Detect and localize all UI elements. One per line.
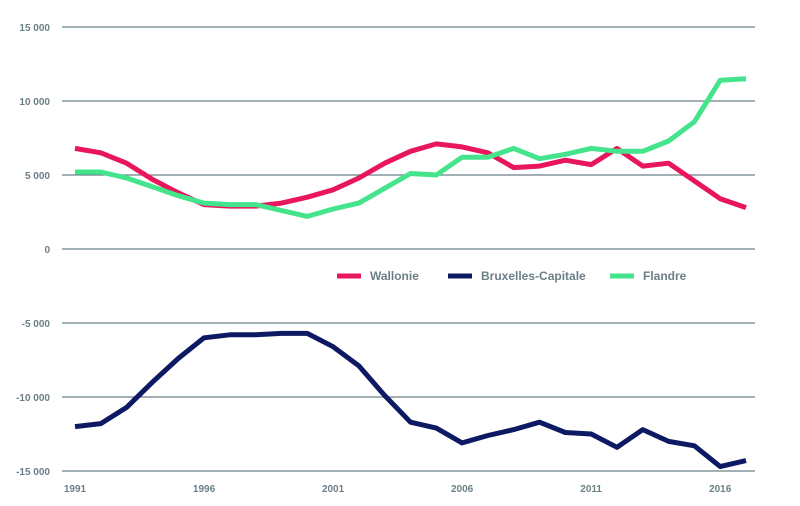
x-axis-tick-labels: 1991 1996 2001 2006 2011 2016 xyxy=(64,484,732,495)
legend-label: Wallonie xyxy=(370,269,419,283)
x-tick-label: 2006 xyxy=(451,484,474,495)
series-lines xyxy=(74,76,747,470)
x-tick-label: 1991 xyxy=(64,484,87,495)
series-line-flandre xyxy=(75,76,747,219)
legend: Wallonie Bruxelles-Capitale Flandre xyxy=(337,269,687,283)
x-tick-label: 2011 xyxy=(580,484,602,495)
legend-label: Bruxelles-Capitale xyxy=(481,269,586,283)
x-tick-label: 1996 xyxy=(193,484,216,495)
y-tick-label: 15 000 xyxy=(19,23,50,34)
x-tick-label: 2016 xyxy=(709,484,732,495)
series-line-bruxelles-capitale xyxy=(74,330,747,470)
x-tick-label: 2001 xyxy=(322,484,345,495)
y-axis-tick-labels: 15 000 10 000 5 000 0 -5 000 -10 000 -15 000 xyxy=(16,23,50,478)
y-tick-label: -15 000 xyxy=(16,467,50,478)
y-tick-label: 0 xyxy=(44,245,50,256)
y-tick-label: -5 000 xyxy=(22,319,51,330)
legend-label: Flandre xyxy=(643,269,687,283)
y-tick-label: 10 000 xyxy=(19,97,50,108)
y-tick-label: 5 000 xyxy=(25,171,50,182)
grid-lines xyxy=(62,26,755,472)
y-tick-label: -10 000 xyxy=(16,393,50,404)
